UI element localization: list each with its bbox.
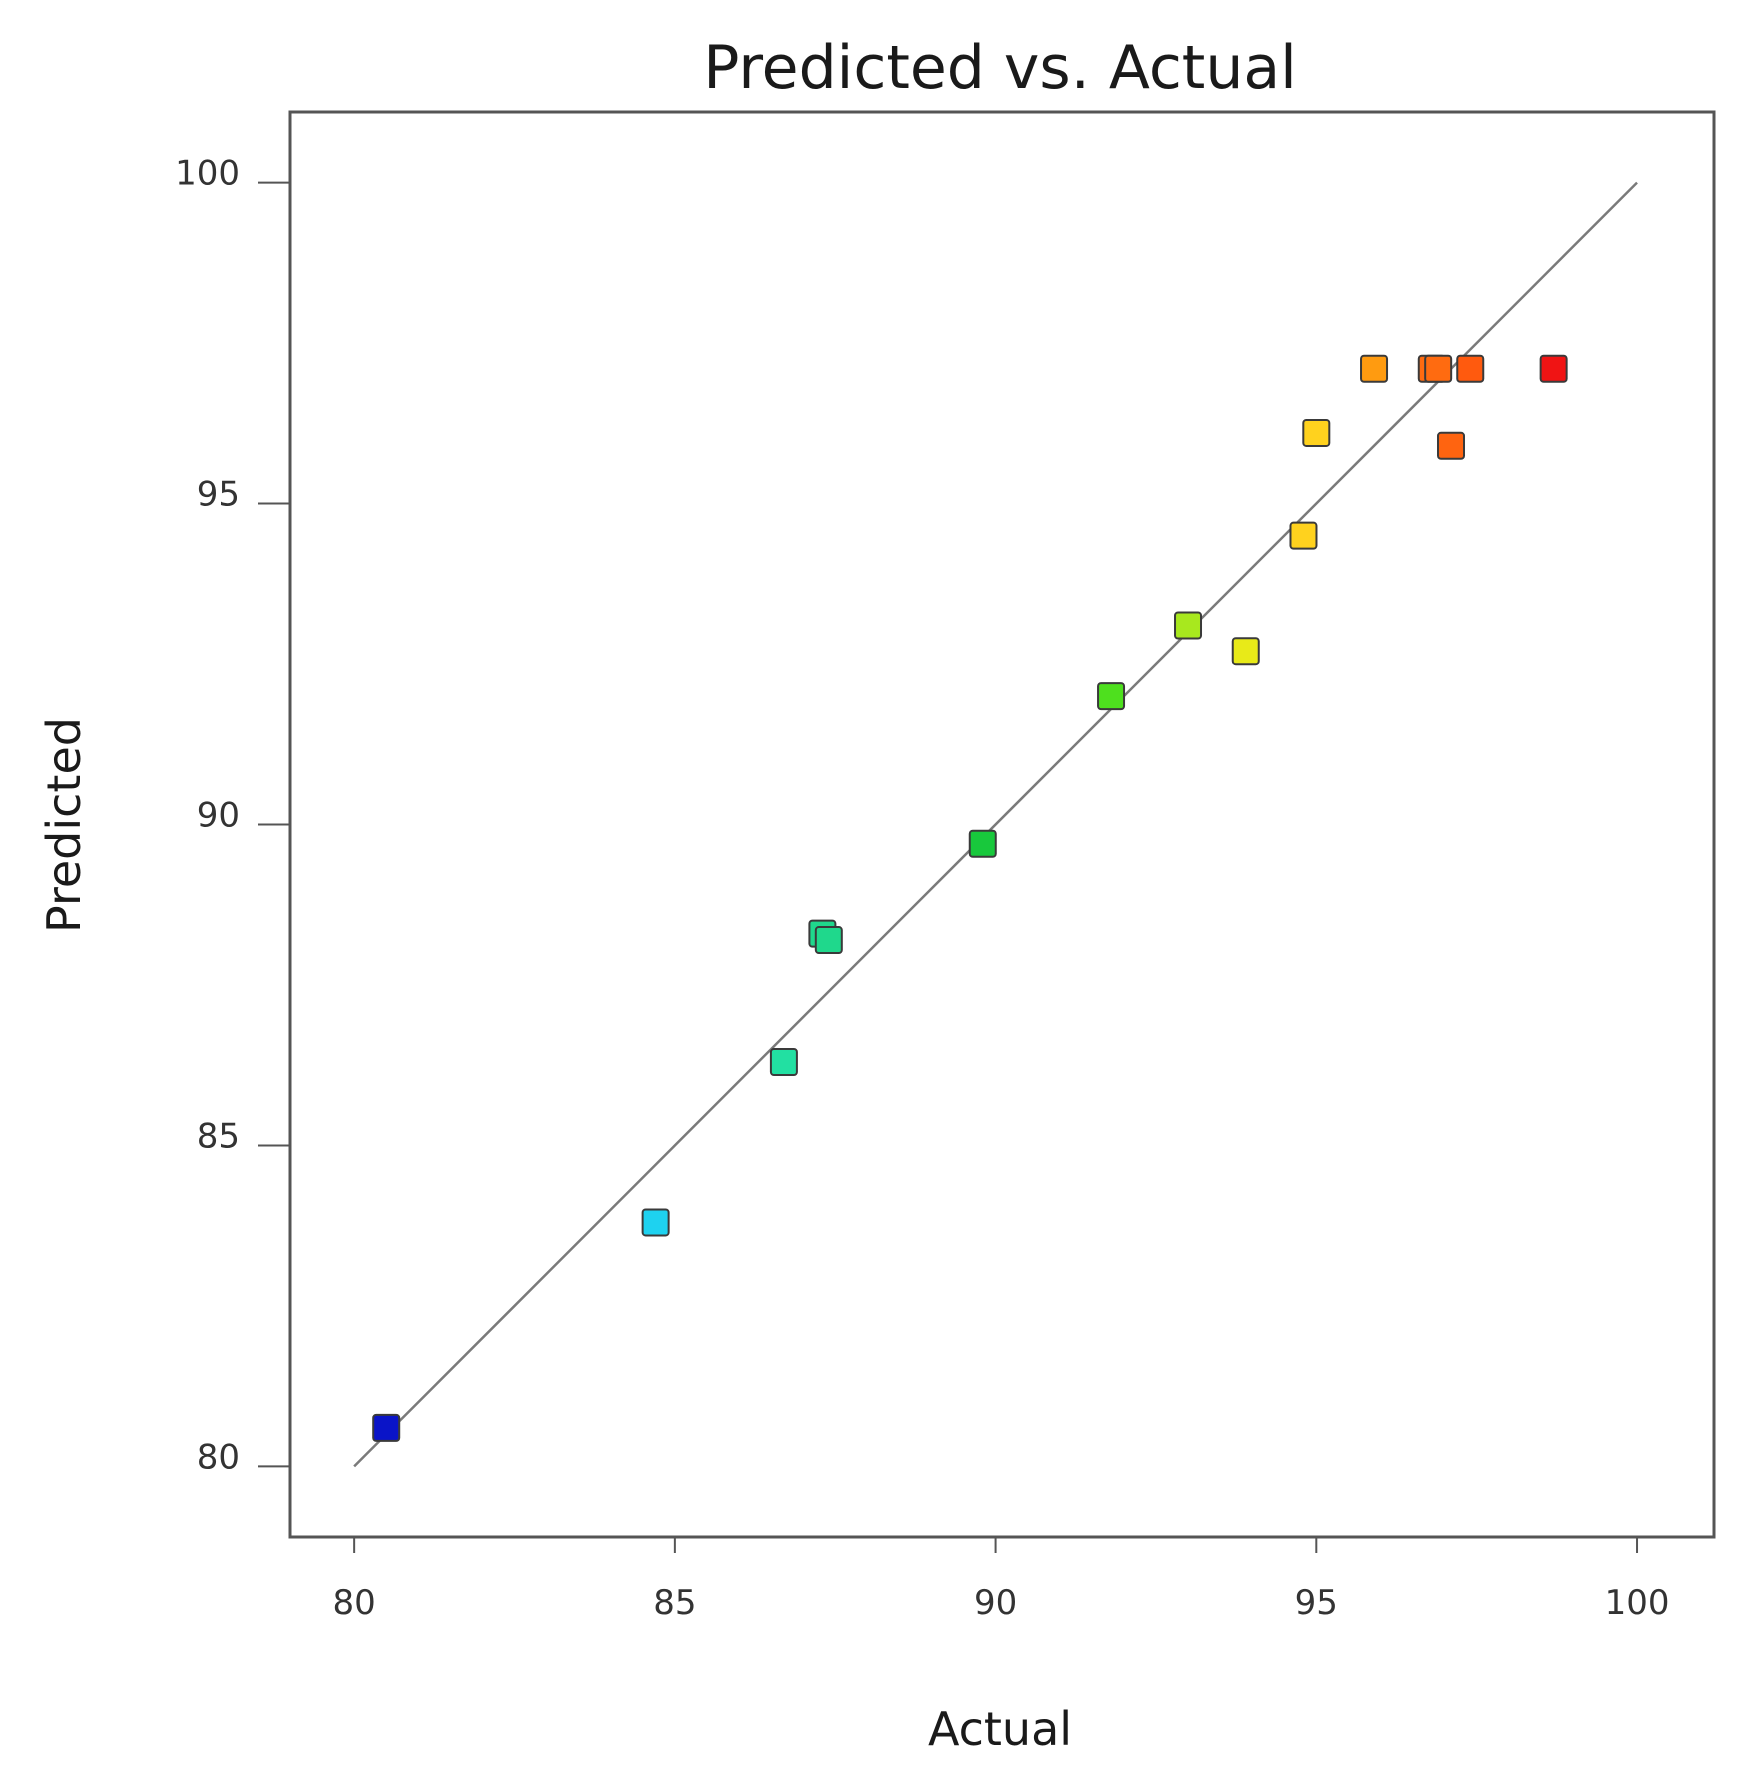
- x-tick-label: 85: [653, 1583, 696, 1623]
- reference-line: [353, 181, 1638, 1468]
- data-point: [1437, 431, 1466, 460]
- x-tick-label: 95: [1295, 1583, 1338, 1623]
- y-tick-label: 90: [197, 796, 240, 836]
- y-tick-label: 95: [197, 475, 240, 515]
- chart-title: Predicted vs. Actual: [703, 33, 1297, 103]
- x-tick-label: 100: [1605, 1583, 1670, 1623]
- x-tick-label: 80: [333, 1583, 376, 1623]
- data-point: [968, 829, 997, 858]
- data-point: [1289, 521, 1318, 550]
- y-tick-label: 85: [197, 1116, 240, 1156]
- points-layer: [372, 354, 1568, 1442]
- data-point: [1456, 354, 1485, 383]
- data-point: [641, 1208, 670, 1237]
- data-point: [1539, 354, 1568, 383]
- data-point: [372, 1413, 401, 1442]
- data-point: [814, 926, 843, 955]
- data-point: [1302, 418, 1331, 447]
- tick-layer: 80 85 90 95 100 80 85 90 95 100: [175, 154, 1669, 1623]
- plot-frame: [288, 110, 1716, 1539]
- data-point: [1174, 611, 1203, 640]
- data-point: [1360, 354, 1389, 383]
- data-point: [1097, 682, 1126, 711]
- y-tick-label: 100: [175, 154, 240, 194]
- y-tick-label: 80: [197, 1437, 240, 1477]
- data-point: [769, 1048, 798, 1076]
- x-axis-label: Actual: [928, 1702, 1072, 1756]
- y-axis-label: Predicted: [37, 717, 91, 933]
- x-tick-label: 90: [974, 1583, 1017, 1623]
- data-point: [1231, 637, 1260, 666]
- data-point: [1424, 354, 1453, 383]
